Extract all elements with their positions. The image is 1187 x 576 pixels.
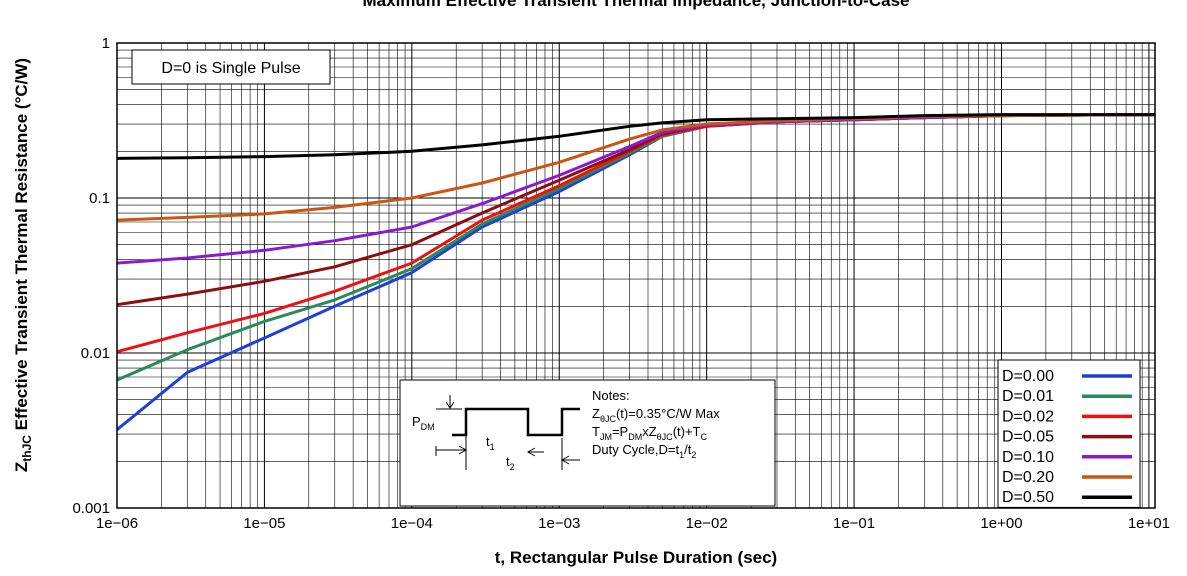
x-tick-label: 1e+00	[980, 515, 1022, 532]
x-tick-label: 1e+01	[1128, 515, 1170, 532]
notes-header: Notes:	[592, 388, 630, 403]
notes-box: PDM t1 t2 Notes: ZθJC(t)=0.35°C/W Max TJ…	[399, 379, 776, 507]
series-lines	[116, 113, 1156, 431]
legend-box	[997, 359, 1141, 508]
series-line-1	[116, 113, 1156, 382]
notes-line-2: TJM=PDMxZθJC(t)+TC	[592, 424, 708, 442]
series-line-5	[116, 113, 1156, 222]
legend: D=0.00 D=0.01 D=0.02 D=0.05 D=0.10 D=0.20 D=0.…	[997, 359, 1141, 508]
chart-title: Maximum Effective Transient Thermal Impe…	[362, 0, 910, 10]
plot-border	[116, 42, 1156, 509]
x-tick-label: 1e−01	[833, 515, 875, 532]
plot-frame	[116, 42, 1156, 509]
legend-label: D=0.01	[1002, 388, 1054, 405]
notes-line-1: ZθJC(t)=0.35°C/W Max	[592, 406, 720, 424]
y-tick-label: 0.001	[72, 500, 110, 517]
t1-label: t1	[486, 434, 495, 452]
legend-label: D=0.50	[1002, 489, 1054, 506]
legend-label: D=0.05	[1002, 429, 1054, 446]
legend-label: D=0.10	[1002, 449, 1054, 466]
legend-label: D=0.02	[1002, 408, 1054, 425]
notes-line-3: Duty Cycle,D=t1/t2	[592, 442, 696, 460]
x-tick-label: 1e−03	[538, 515, 580, 532]
x-tick-label: 1e−06	[96, 515, 138, 532]
x-tick-label: 1e−05	[243, 515, 285, 532]
legend-label: D=0.00	[1002, 368, 1054, 385]
legend-label: D=0.20	[1002, 469, 1054, 486]
y-tick-label: 0.1	[89, 190, 110, 207]
pdm-label: PDM	[412, 414, 435, 432]
x-axis-label: t, Rectangular Pulse Duration (sec)	[494, 548, 778, 567]
x-tick-label: 1e−04	[391, 515, 433, 532]
axis-ticks: 1e−06 1e−05 1e−04 1e−03 1e−02 1e−01 1e+00 1e+01…	[72, 35, 1170, 532]
x-tick-label: 1e−02	[686, 515, 728, 532]
single-pulse-annotation: D=0 is Single Pulse	[131, 49, 331, 85]
y-tick-label: 0.01	[81, 345, 110, 362]
y-tick-label: 1	[102, 35, 110, 52]
series-line-6	[116, 113, 1155, 160]
t2-label: t2	[506, 454, 515, 472]
single-pulse-text: D=0 is Single Pulse	[161, 60, 300, 77]
